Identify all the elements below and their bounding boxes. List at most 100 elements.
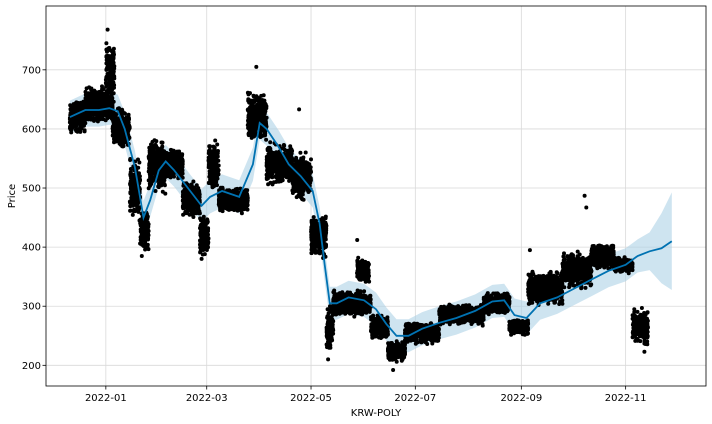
observed-point: [125, 127, 129, 132]
observed-point: [179, 170, 184, 175]
observed-point: [119, 137, 124, 142]
observed-point: [129, 191, 134, 195]
observed-point: [211, 153, 216, 158]
observed-point: [329, 315, 334, 319]
observed-point: [245, 194, 250, 199]
observed-point: [215, 142, 220, 147]
observed-point: [126, 115, 131, 120]
observed-point: [109, 72, 113, 77]
observed-point: [214, 166, 219, 170]
observed-point: [102, 112, 107, 117]
observed-point: [277, 177, 282, 182]
observed-point: [115, 106, 120, 111]
observed-point: [201, 248, 206, 252]
observed-point: [86, 91, 91, 96]
observed-point: [195, 203, 200, 208]
observed-point: [190, 208, 195, 213]
observed-point: [323, 223, 328, 228]
observed-point: [210, 185, 215, 190]
observed-point: [301, 197, 306, 202]
observed-point: [140, 232, 144, 237]
observed-point: [109, 63, 114, 68]
observed-point: [189, 182, 194, 187]
observed-point: [191, 179, 196, 184]
observed-point: [171, 173, 176, 178]
observed-point: [92, 90, 97, 95]
observed-point: [242, 201, 247, 206]
observed-point: [308, 180, 313, 185]
observed-point: [186, 202, 191, 207]
observed-point: [227, 202, 232, 207]
observed-point: [67, 120, 72, 125]
observed-point: [115, 123, 120, 128]
observed-point: [104, 41, 109, 46]
observed-point: [78, 129, 83, 134]
observed-point: [161, 171, 166, 176]
observed-point: [294, 162, 299, 167]
observed-point: [270, 182, 275, 187]
observed-point: [105, 71, 110, 76]
observed-point: [128, 204, 133, 209]
observed-point: [290, 179, 295, 184]
observed-point: [87, 95, 92, 100]
observed-point: [293, 187, 298, 192]
observed-point: [128, 208, 133, 213]
observed-point: [200, 252, 205, 257]
observed-point: [110, 68, 115, 73]
observed-point: [79, 104, 84, 109]
observed-point: [264, 154, 269, 159]
observed-point: [303, 174, 308, 179]
observed-point: [105, 47, 110, 51]
observed-point: [199, 231, 204, 236]
observed-point: [177, 149, 182, 154]
observed-point: [148, 155, 153, 160]
observed-point: [213, 138, 218, 143]
observed-point: [292, 158, 297, 162]
observed-point: [239, 206, 244, 211]
observed-point: [273, 156, 277, 161]
observed-point: [110, 52, 115, 57]
observed-point: [329, 323, 333, 328]
observed-point: [69, 127, 74, 132]
observed-point: [229, 198, 234, 203]
observed-point: [148, 168, 152, 173]
observed-point: [77, 116, 82, 121]
observed-point: [210, 176, 215, 181]
observed-point: [111, 126, 116, 131]
observed-point: [246, 108, 251, 113]
observed-point: [287, 172, 292, 176]
observed-point: [301, 182, 306, 187]
observed-point: [160, 181, 165, 186]
observed-point: [136, 207, 141, 212]
observed-point: [247, 130, 252, 135]
observed-point: [313, 242, 317, 247]
observed-point: [150, 139, 155, 144]
observed-point: [109, 76, 114, 81]
observed-point: [307, 175, 312, 180]
observed-point: [153, 189, 158, 193]
observed-point: [111, 99, 116, 104]
observed-point: [178, 153, 183, 158]
observed-point: [83, 92, 88, 97]
observed-point: [97, 100, 102, 105]
observed-point: [128, 167, 133, 171]
observed-point: [155, 146, 160, 151]
observed-point: [111, 83, 116, 87]
observed-point: [82, 129, 87, 134]
observed-point: [186, 208, 191, 213]
observed-point: [208, 144, 212, 149]
observed-point: [128, 157, 133, 161]
observed-point: [298, 150, 303, 155]
observed-point: [163, 191, 168, 196]
observed-point: [211, 144, 216, 149]
observed-point: [323, 216, 328, 221]
observed-point: [146, 229, 151, 233]
observed-point: [73, 121, 78, 126]
observed-point: [249, 103, 254, 108]
observed-point: [147, 181, 152, 186]
observed-point: [269, 172, 274, 177]
observed-point: [96, 114, 101, 119]
observed-point: [77, 120, 82, 124]
observed-point: [309, 220, 314, 225]
observed-point: [154, 139, 159, 144]
